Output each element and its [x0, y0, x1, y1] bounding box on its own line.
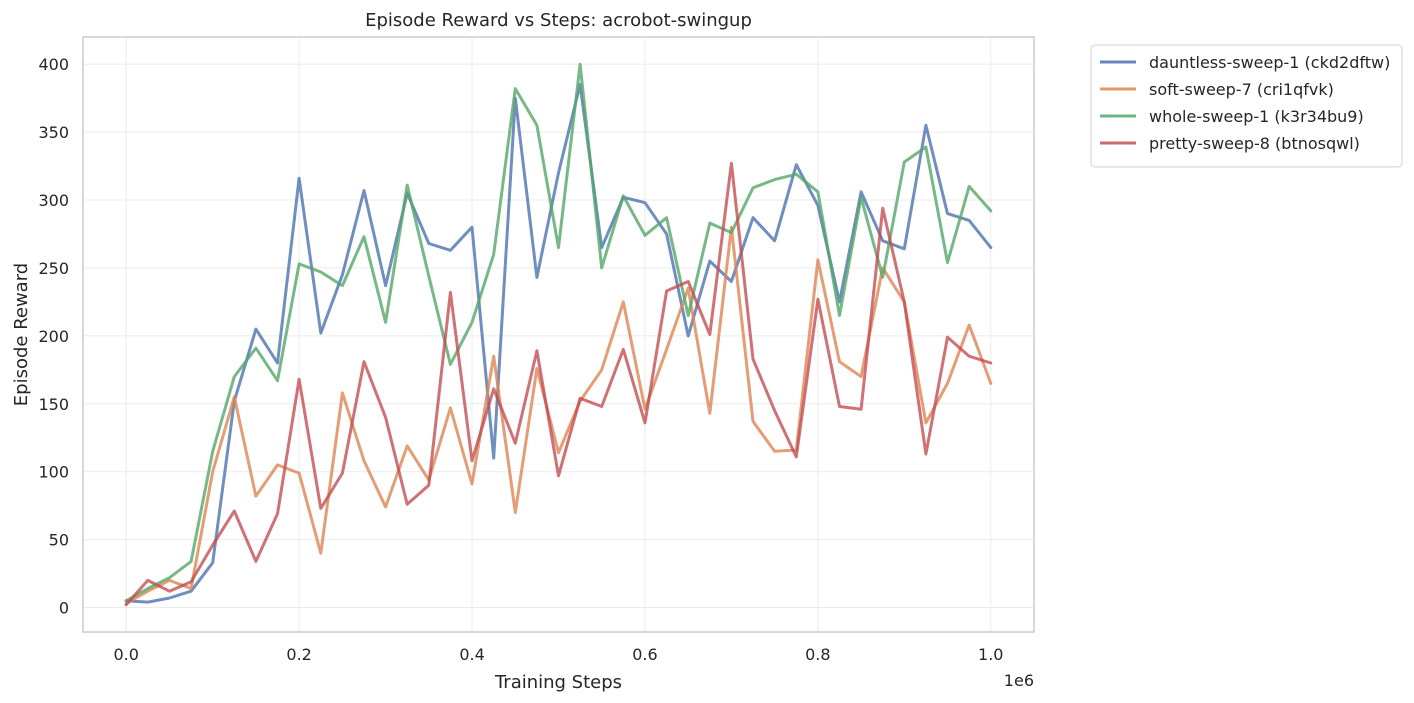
legend-label-0: dauntless-sweep-1 (ckd2dftw) [1149, 53, 1390, 72]
legend-label-1: soft-sweep-7 (cri1qfvk) [1149, 80, 1334, 99]
series-line-2 [124, 62, 993, 603]
x-axis-offset-label: 1e6 [1004, 671, 1034, 690]
x-tick-label: 0.8 [805, 645, 830, 664]
y-axis-label: Episode Reward [11, 263, 32, 406]
series-line-3 [124, 161, 993, 607]
x-tick-label: 0.4 [459, 645, 484, 664]
y-tick-label: 200 [38, 327, 69, 346]
chart-title: Episode Reward vs Steps: acrobot-swingup [365, 10, 752, 31]
legend-box [1090, 44, 1403, 168]
y-axis-ticks: 0 50 100 150 200 250 300 350 400 [38, 55, 69, 617]
y-tick-label: 100 [38, 463, 69, 482]
legend-label-2: whole-sweep-1 (k3r34bu9) [1149, 107, 1364, 126]
y-tick-label: 350 [38, 123, 69, 142]
grid [83, 37, 1034, 632]
legend: dauntless-sweep-1 (ckd2dftw) soft-sweep-7… [1090, 44, 1403, 168]
x-axis-label: Training Steps [494, 672, 622, 693]
x-tick-label: 0.0 [114, 645, 139, 664]
series-lines [124, 62, 993, 607]
plot-frame [82, 36, 1035, 633]
y-tick-label: 300 [38, 191, 69, 210]
y-tick-label: 0 [59, 599, 69, 618]
x-tick-label: 0.6 [632, 645, 657, 664]
x-axis-ticks: 0.0 0.2 0.4 0.6 0.8 1.0 [114, 645, 1004, 664]
y-tick-label: 400 [38, 55, 69, 74]
series-line-0 [124, 83, 993, 604]
y-tick-label: 250 [38, 259, 69, 278]
series-line-1 [124, 225, 993, 605]
legend-label-3: pretty-sweep-8 (btnosqwl) [1149, 134, 1360, 153]
y-tick-label: 50 [49, 531, 69, 550]
x-tick-label: 0.2 [286, 645, 311, 664]
y-tick-label: 150 [38, 395, 69, 414]
x-tick-label: 1.0 [978, 645, 1003, 664]
